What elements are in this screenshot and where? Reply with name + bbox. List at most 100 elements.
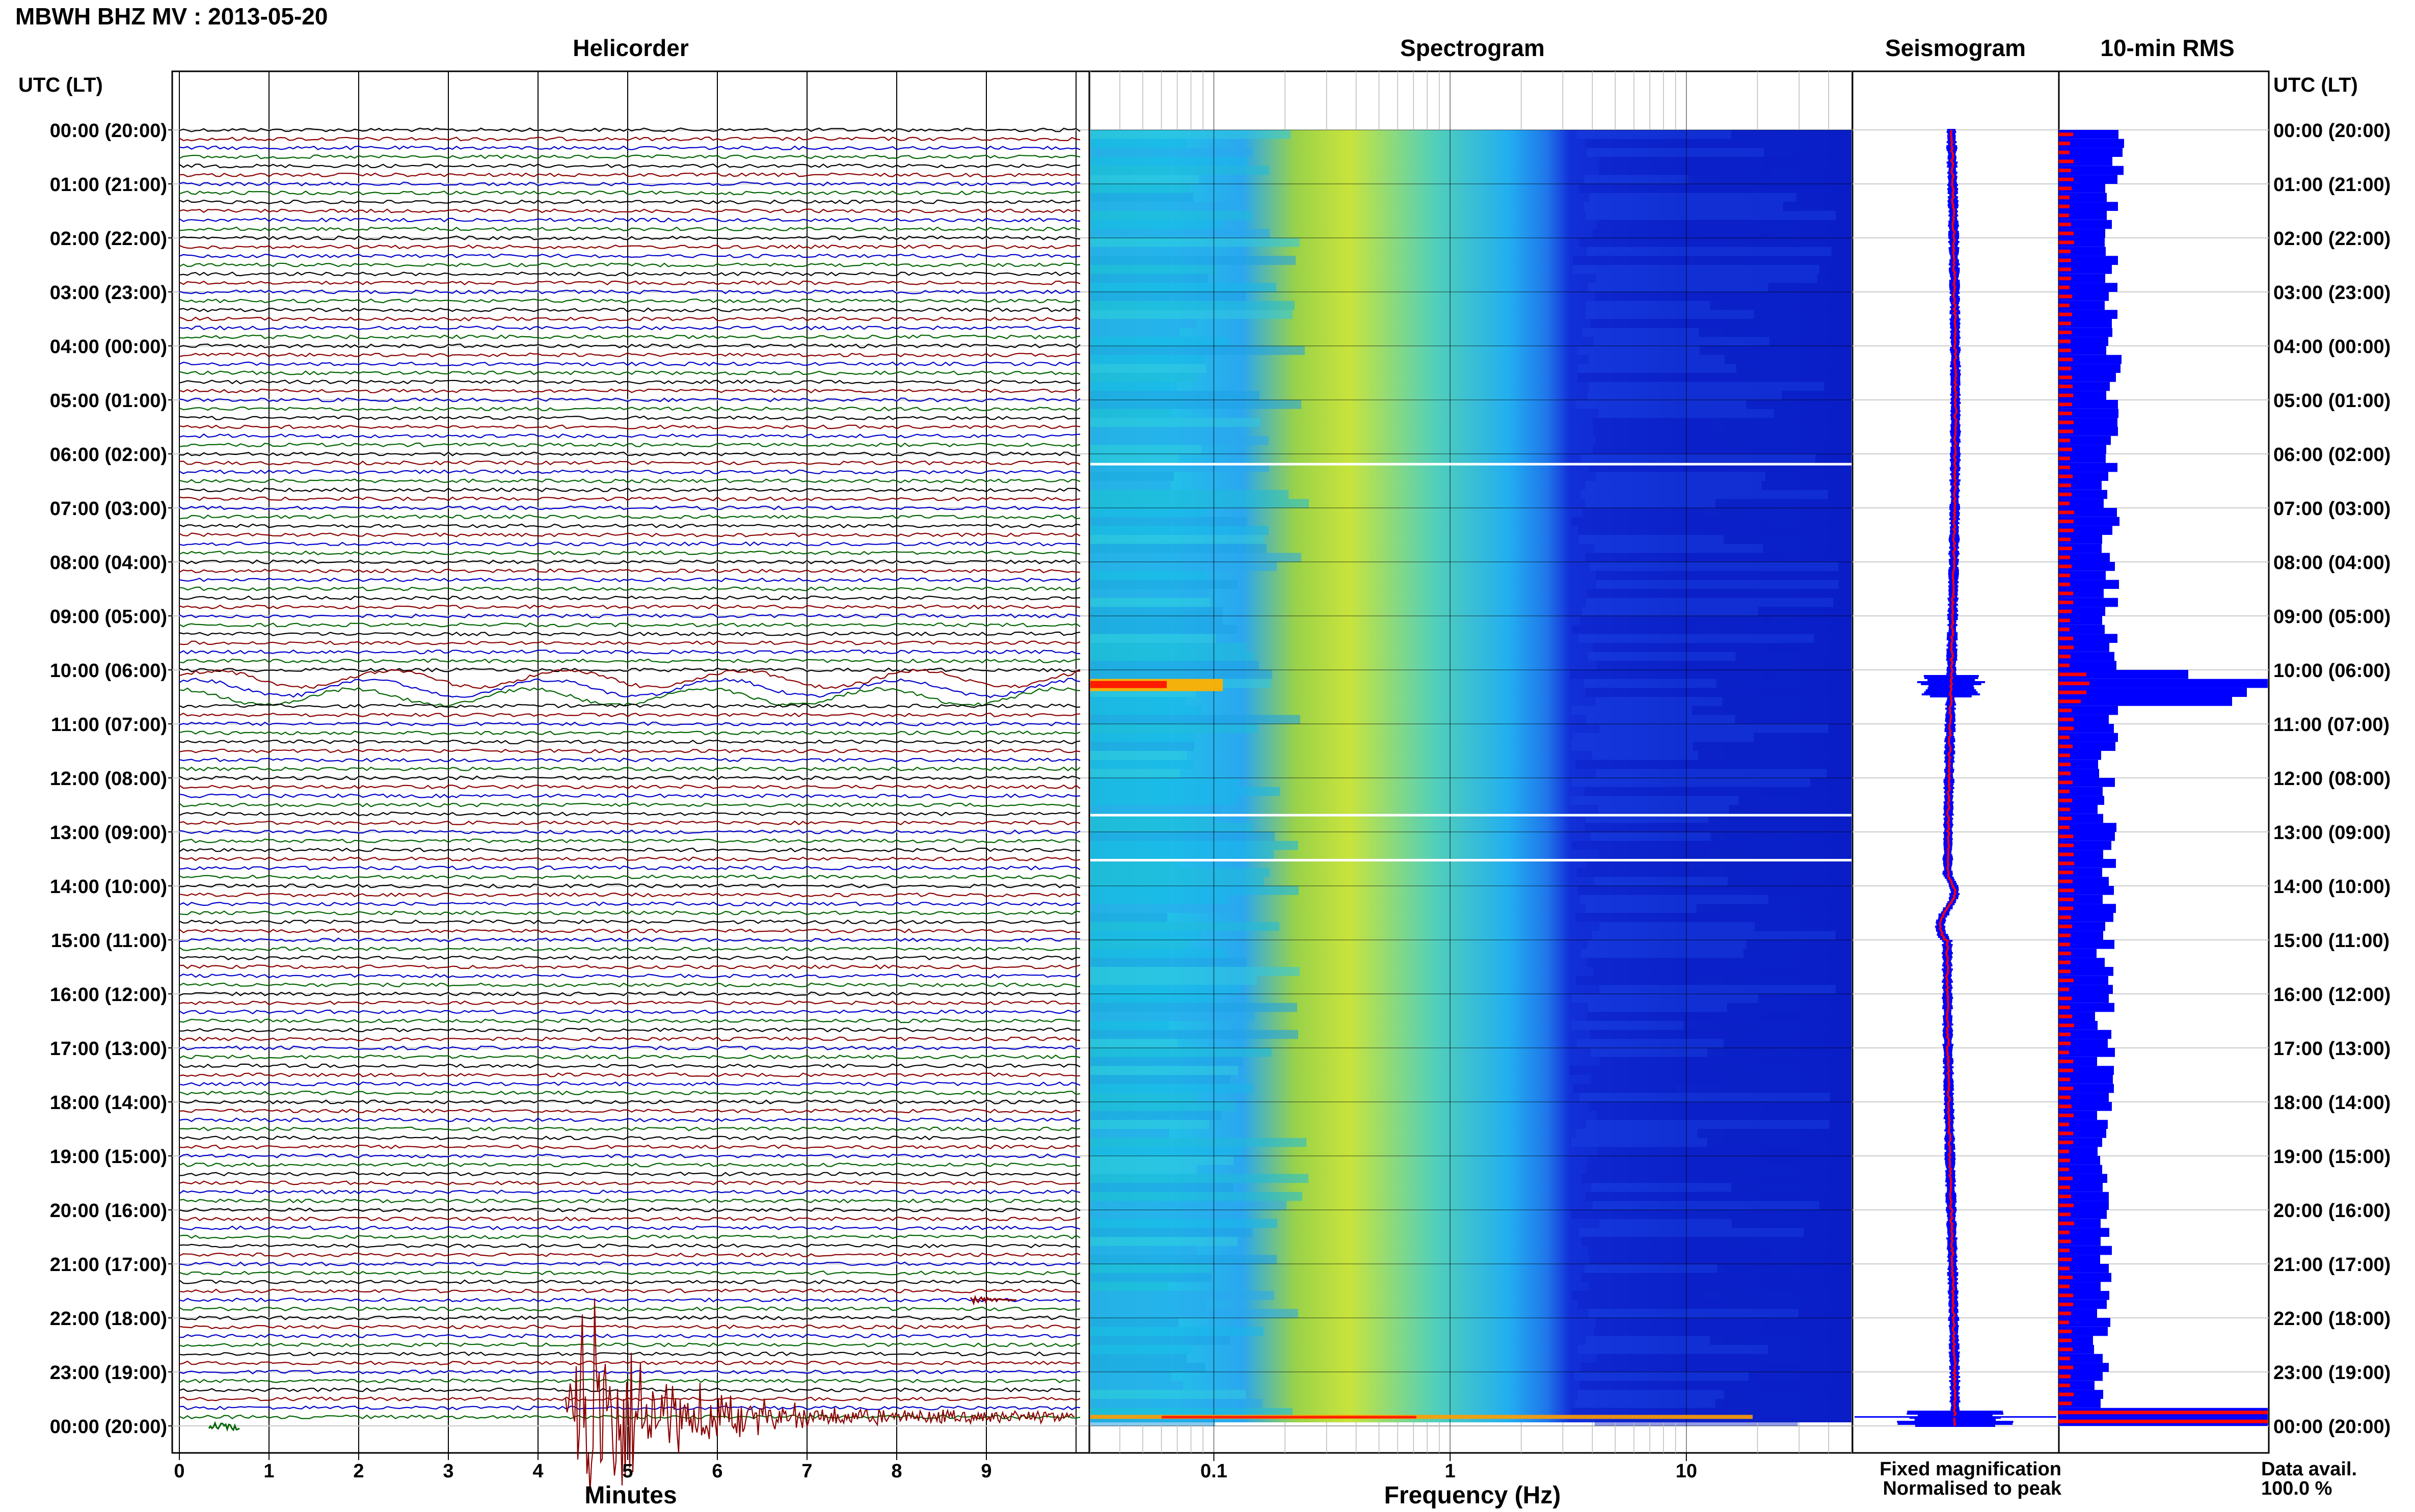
rms-bar <box>2059 265 2112 274</box>
spectrogram-row-stripe <box>1571 1291 1698 1300</box>
legend-normalised-to-peak: Normalised to peak <box>1883 1478 2061 1499</box>
spectrogram-row-stripe <box>1090 265 1217 274</box>
spectrogram-row-stripe <box>1596 769 1827 778</box>
minute-tick-label: 1 <box>263 1461 274 1482</box>
spectrogram-row-stripe <box>1090 1003 1297 1012</box>
rms-bar <box>2059 733 2118 742</box>
rms-peak-bar <box>2059 1320 2069 1325</box>
spectrogram-row-stripe <box>1582 508 1702 517</box>
helicorder-trace <box>179 1171 1081 1176</box>
rms-bar <box>2059 868 2102 877</box>
rms-bar <box>2059 355 2122 364</box>
spectrogram-row-stripe <box>1583 679 1716 688</box>
rms-peak-bar <box>2059 925 2072 929</box>
rms-peak-bar <box>2059 1374 2071 1379</box>
rms-peak-bar <box>2059 402 2072 407</box>
time-label-left: 20:00 (16:00) <box>50 1200 167 1222</box>
spectrogram-data-gap <box>1090 814 1852 817</box>
spectrogram-row-stripe <box>1570 796 1739 805</box>
rms-peak-bar <box>2059 871 2073 875</box>
spectrogram-row-stripe <box>1090 229 1270 238</box>
time-label-left: 08:00 (04:00) <box>50 552 167 574</box>
spectrogram-row-stripe <box>1577 1390 1724 1399</box>
spectrogram-row-stripe <box>1590 193 1797 202</box>
rms-bar <box>2059 850 2103 859</box>
helicorder-trace <box>179 1099 1081 1104</box>
helicorder-trace <box>179 758 1081 763</box>
helicorder-trace <box>179 964 1081 969</box>
rms-bar <box>2059 1138 2102 1147</box>
rms-peak-bar <box>2059 1006 2070 1010</box>
spectrogram-row-stripe <box>1090 1012 1254 1021</box>
time-label-left: 00:00 (20:00) <box>50 120 167 142</box>
helicorder-trace <box>179 721 1081 726</box>
helicorder-trace <box>179 1333 1081 1339</box>
time-labels-left: 00:00 (20:00) 01:00 (21:00) 02:00 (22:00) 0… <box>50 120 172 1438</box>
spectrogram-row-stripe <box>1090 1417 1215 1426</box>
helicorder-small-event <box>970 1294 1017 1306</box>
spectrogram-row-stripe <box>1573 1084 1676 1093</box>
spectrogram-row-stripe <box>1577 1345 1768 1354</box>
rms-peak-bar <box>2059 1357 2070 1361</box>
rms-bar <box>2059 1003 2114 1012</box>
helicorder-trace <box>179 1090 1081 1096</box>
rms-peak-bar <box>2059 898 2074 902</box>
rms-bar <box>2059 670 2188 679</box>
spectrogram-row-stripe <box>1090 157 1247 166</box>
time-label-left: 00:00 (20:00) <box>50 1416 167 1438</box>
rms-bar <box>2059 751 2101 760</box>
rms-peak-bar <box>2059 1266 2070 1271</box>
spectrogram-row-stripe <box>1090 1246 1197 1255</box>
spectrogram-row-stripe <box>1090 1282 1168 1291</box>
rms-peak-bar <box>2059 447 2072 451</box>
helicorder-trace <box>179 892 1081 898</box>
spectrogram-row-stripe <box>1578 634 1814 643</box>
frequency-tick-label: 10 <box>1676 1461 1697 1482</box>
spectrogram-row-stripe <box>1090 1309 1298 1318</box>
spectrogram-row-stripe <box>1593 445 1761 454</box>
spectrogram-row-stripe <box>1595 292 1757 301</box>
rms-bar <box>2059 1327 2108 1336</box>
helicorder-trace <box>179 946 1081 952</box>
helicorder-trace <box>179 901 1081 907</box>
rms-bar <box>2059 499 2104 508</box>
spectrogram-row-stripe <box>1581 1174 1835 1183</box>
rms-bar <box>2059 877 2109 886</box>
data-avail-value: 100.0 % <box>2261 1478 2332 1499</box>
rms-bar <box>2059 706 2118 715</box>
helicorder-trace <box>179 442 1081 448</box>
rms-peak-bar <box>2059 915 2071 920</box>
helicorder-trace <box>179 271 1081 277</box>
spectrogram-row-stripe <box>1579 184 1827 193</box>
rms-peak-bar <box>2059 1149 2069 1153</box>
rms-bar <box>2059 1345 2094 1354</box>
spectrogram-row-stripe <box>1090 823 1252 832</box>
helicorder-trace <box>179 406 1081 412</box>
spectrogram-row-stripe <box>1090 832 1275 841</box>
spectrogram-row-stripe <box>1584 202 1783 211</box>
minute-tick-label: 2 <box>353 1461 364 1482</box>
spectrogram-row-stripe <box>1090 490 1289 499</box>
spectrogram-row-stripe <box>1591 1075 1735 1084</box>
rms-peak-bar <box>2059 412 2072 416</box>
helicorder-trace <box>179 181 1081 186</box>
rms-peak-bar <box>2059 564 2072 569</box>
rms-peak-bar <box>2059 456 2070 461</box>
spectrogram-row-stripe <box>1585 499 1715 508</box>
rms-peak-bar <box>2059 493 2072 497</box>
rms-bar <box>2059 175 2117 184</box>
spectrogram-row-stripe <box>1599 1057 1849 1066</box>
rms-bar <box>2059 1111 2097 1120</box>
rms-bar <box>2059 652 2114 661</box>
spectrogram-row-stripe <box>1571 706 1692 715</box>
rms-peak-bar <box>2059 763 2071 767</box>
spectrogram-row-stripe <box>1575 913 1750 922</box>
spectrogram-row-stripe <box>1592 931 1836 940</box>
rms-peak-bar <box>2059 736 2070 740</box>
spectrogram-row-stripe <box>1597 1147 1809 1156</box>
spectrogram-row-stripe <box>1090 967 1300 976</box>
rms-peak-bar <box>2059 1249 2070 1253</box>
helicorder-trace <box>179 865 1081 871</box>
rms-bar <box>2059 1246 2112 1255</box>
spectrogram-row-stripe <box>1090 886 1299 895</box>
